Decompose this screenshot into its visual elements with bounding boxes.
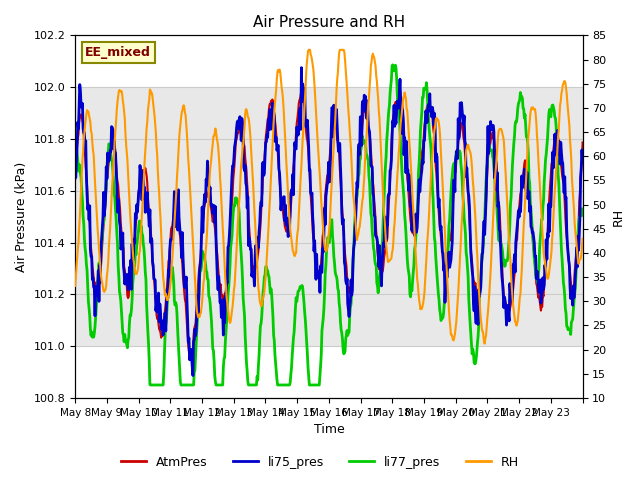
Text: EE_mixed: EE_mixed [85, 46, 151, 59]
Bar [75, 87, 582, 346]
Title: Air Pressure and RH: Air Pressure and RH [253, 15, 405, 30]
Y-axis label: RH: RH [612, 207, 625, 226]
Legend: AtmPres, li75_pres, li77_pres, RH: AtmPres, li75_pres, li77_pres, RH [116, 451, 524, 474]
X-axis label: Time: Time [314, 423, 344, 436]
Y-axis label: Air Pressure (kPa): Air Pressure (kPa) [15, 161, 28, 272]
